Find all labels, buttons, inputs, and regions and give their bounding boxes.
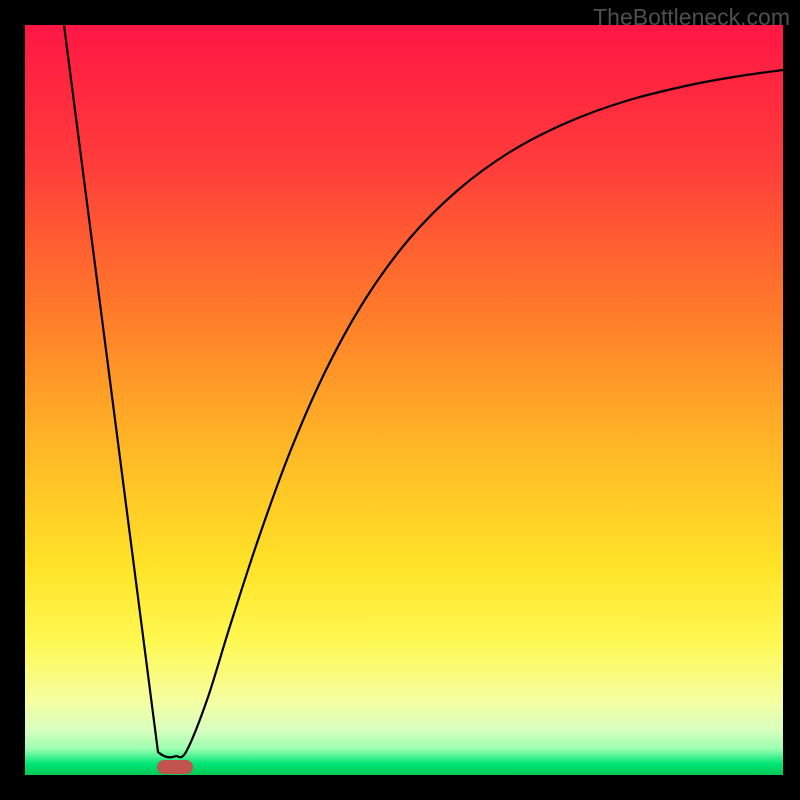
bottleneck-chart xyxy=(0,0,800,800)
chart-container: TheBottleneck.com xyxy=(0,0,800,800)
plot-area xyxy=(25,25,783,775)
notch-marker xyxy=(157,760,193,774)
watermark-text: TheBottleneck.com xyxy=(593,4,790,31)
